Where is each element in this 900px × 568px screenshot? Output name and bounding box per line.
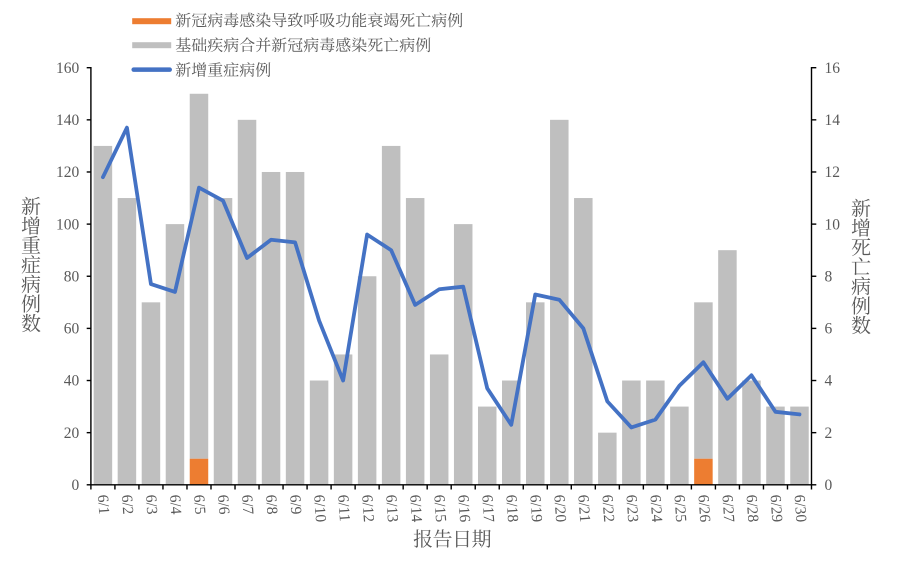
svg-text:100: 100	[56, 216, 80, 233]
svg-text:140: 140	[56, 112, 80, 129]
svg-text:6/30: 6/30	[790, 494, 809, 523]
svg-text:6/2: 6/2	[118, 494, 136, 515]
svg-text:6/14: 6/14	[406, 494, 425, 523]
svg-text:20: 20	[64, 425, 80, 442]
svg-text:6/19: 6/19	[526, 494, 545, 523]
svg-text:80: 80	[64, 268, 80, 285]
svg-text:6/24: 6/24	[646, 494, 665, 523]
svg-text:6/22: 6/22	[598, 494, 617, 523]
svg-text:6: 6	[825, 321, 833, 338]
svg-text:160: 160	[56, 60, 80, 77]
svg-text:6/10: 6/10	[310, 494, 329, 523]
svg-text:12: 12	[825, 164, 841, 181]
svg-text:6/13: 6/13	[382, 494, 401, 523]
svg-text:6/8: 6/8	[262, 494, 280, 515]
svg-text:6/9: 6/9	[286, 494, 304, 515]
svg-text:16: 16	[825, 60, 841, 77]
svg-text:2: 2	[825, 425, 833, 442]
svg-text:14: 14	[825, 112, 841, 129]
svg-text:120: 120	[56, 164, 80, 181]
svg-text:6/21: 6/21	[574, 494, 593, 523]
svg-text:6/5: 6/5	[190, 494, 208, 515]
svg-text:6/15: 6/15	[430, 494, 449, 523]
svg-text:6/20: 6/20	[550, 494, 569, 523]
svg-text:6/12: 6/12	[358, 494, 377, 523]
svg-text:6/3: 6/3	[142, 494, 160, 515]
svg-text:6/18: 6/18	[502, 494, 521, 523]
svg-text:6/7: 6/7	[238, 494, 256, 515]
svg-text:0: 0	[825, 477, 833, 494]
svg-text:40: 40	[64, 373, 80, 390]
svg-text:6/23: 6/23	[622, 494, 641, 523]
svg-text:6/11: 6/11	[334, 494, 353, 522]
svg-text:6/26: 6/26	[694, 494, 713, 523]
svg-text:6/29: 6/29	[766, 494, 785, 523]
svg-text:8: 8	[825, 268, 833, 285]
svg-text:6/27: 6/27	[718, 494, 737, 523]
svg-text:6/4: 6/4	[166, 494, 184, 515]
svg-text:6/17: 6/17	[478, 494, 497, 523]
svg-text:10: 10	[825, 216, 841, 233]
svg-text:6/6: 6/6	[214, 494, 232, 515]
svg-text:0: 0	[71, 477, 79, 494]
svg-text:6/1: 6/1	[94, 494, 112, 515]
svg-text:6/25: 6/25	[670, 494, 689, 523]
svg-text:6/16: 6/16	[454, 494, 473, 523]
svg-text:60: 60	[64, 321, 80, 338]
svg-text:6/28: 6/28	[742, 494, 761, 523]
svg-text:4: 4	[825, 373, 833, 390]
